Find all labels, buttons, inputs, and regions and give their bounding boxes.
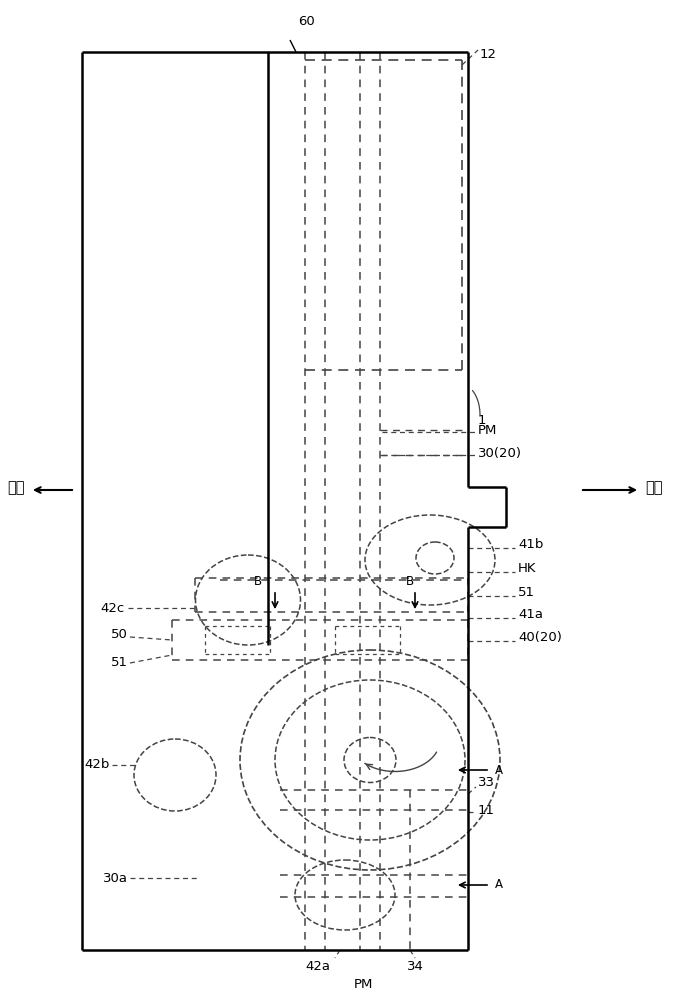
Text: 1: 1	[478, 414, 487, 426]
Text: 50: 50	[111, 629, 128, 642]
Text: 42c: 42c	[101, 601, 125, 614]
Text: 11: 11	[478, 804, 495, 816]
Text: PM: PM	[353, 978, 373, 991]
Text: A: A	[495, 764, 503, 776]
Text: 30a: 30a	[103, 871, 128, 884]
Text: 51: 51	[111, 656, 128, 670]
Text: 42a: 42a	[305, 960, 331, 973]
Text: 12: 12	[480, 48, 497, 61]
Text: HK: HK	[518, 562, 537, 574]
Text: 40(20): 40(20)	[518, 632, 562, 645]
Text: 42b: 42b	[85, 758, 110, 772]
Text: B: B	[406, 575, 414, 588]
Text: B: B	[254, 575, 262, 588]
Text: 60: 60	[298, 15, 315, 28]
Text: 30(20): 30(20)	[478, 446, 522, 460]
Text: 33: 33	[478, 776, 495, 790]
Text: 前方: 前方	[645, 481, 663, 495]
Text: 后方: 后方	[8, 481, 25, 495]
Text: 41b: 41b	[518, 538, 543, 552]
Text: A: A	[495, 879, 503, 892]
Text: 41a: 41a	[518, 608, 543, 621]
Text: 34: 34	[407, 960, 424, 973]
Text: 51: 51	[518, 585, 535, 598]
Text: PM: PM	[478, 424, 498, 436]
